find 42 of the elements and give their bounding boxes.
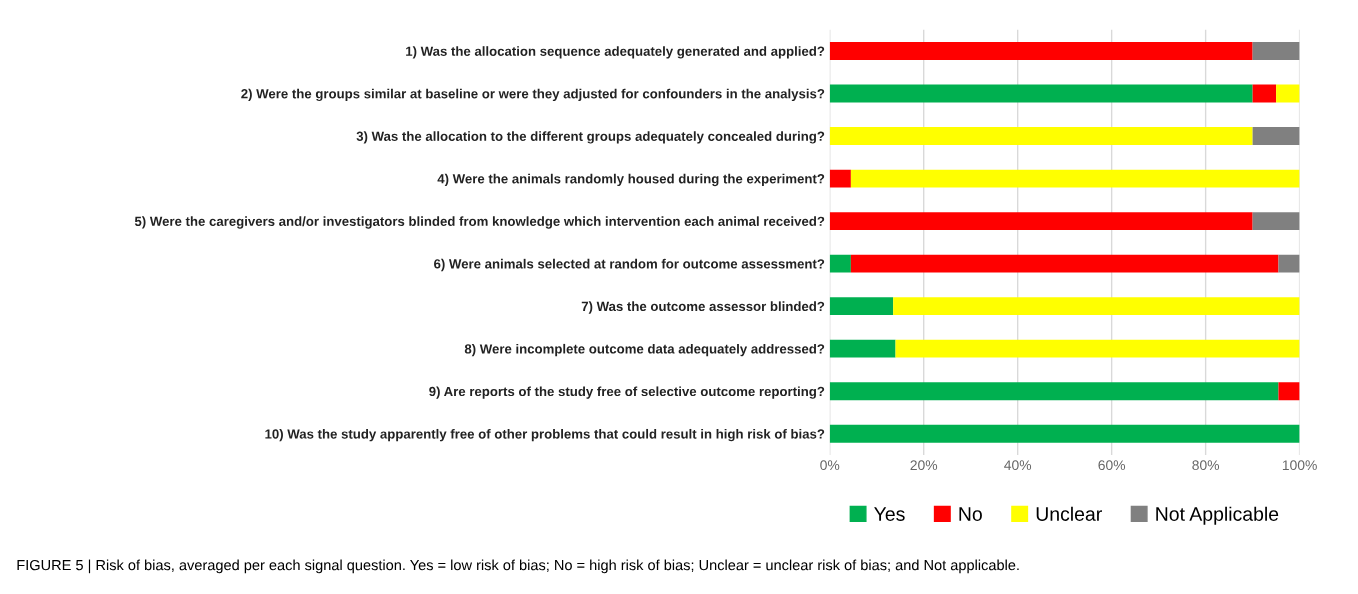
bar (829, 42, 1253, 60)
bar (1278, 382, 1300, 401)
x-tick-label: 100% (1282, 460, 1317, 471)
legend-label: Unclear (1036, 506, 1102, 521)
legend-label: Not Applicable (1156, 506, 1279, 525)
bar (1252, 42, 1300, 60)
x-tick-label: 0% (820, 460, 840, 471)
x-tick-label: 20% (910, 460, 938, 471)
y-tick-label: 9) Are reports of the study free of selective outcome reporting? (429, 386, 825, 399)
bar (829, 127, 1253, 145)
bar (829, 424, 1300, 443)
y-tick-label: 6) Were animals selected at random for outcome assessment? (434, 258, 825, 272)
y-tick-label: 4) Were the animals randomly housed during the experiment? (437, 173, 825, 187)
bar (895, 339, 1300, 358)
bar (829, 212, 1253, 231)
bar (1252, 212, 1300, 231)
y-tick-label: 10) Was the study apparently free of other problems that could result in high risk of bias? (265, 428, 825, 442)
bar (829, 169, 851, 188)
bar (829, 84, 1253, 103)
caption: FIGURE 5 | Risk of bias, averaged per each signal question. Yes = low risk of bias; No = high risk of bias; Unclear = unclear risk of bias; and Not applicable. (17, 559, 1019, 574)
legend-label: Yes (874, 507, 905, 521)
x-tick-label: 60% (1098, 460, 1126, 471)
bar (1278, 254, 1300, 273)
bar (829, 339, 896, 358)
y-tick-label: 5) Were the caregivers and/or investigators blinded from knowledge which intervention each animal received? (134, 216, 825, 229)
y-tick-label: 3) Was the allocation to the different groups adequately concealed during? (356, 131, 825, 144)
y-tick-label: 7) Was the outcome assessor blinded? (581, 301, 825, 314)
legend-label: No (959, 507, 982, 521)
y-tick-label: 8) Were incomplete outcome data adequately addressed? (464, 343, 825, 357)
bar (1252, 84, 1277, 103)
bar (829, 382, 1279, 401)
y-tick-label: 2) Were the groups similar at baseline or were they adjusted for confounders in the analysis? (241, 88, 825, 102)
bar (829, 297, 894, 316)
bar (1276, 84, 1300, 103)
x-tick-label: 80% (1192, 460, 1220, 471)
x-tick-label: 40% (1004, 460, 1032, 471)
bar (829, 254, 851, 273)
bar (893, 297, 1300, 316)
y-tick-label: 1) Was the allocation sequence adequately generated and applied? (406, 46, 825, 59)
bar (850, 169, 1300, 188)
bar (850, 254, 1279, 273)
bar (1252, 127, 1300, 145)
